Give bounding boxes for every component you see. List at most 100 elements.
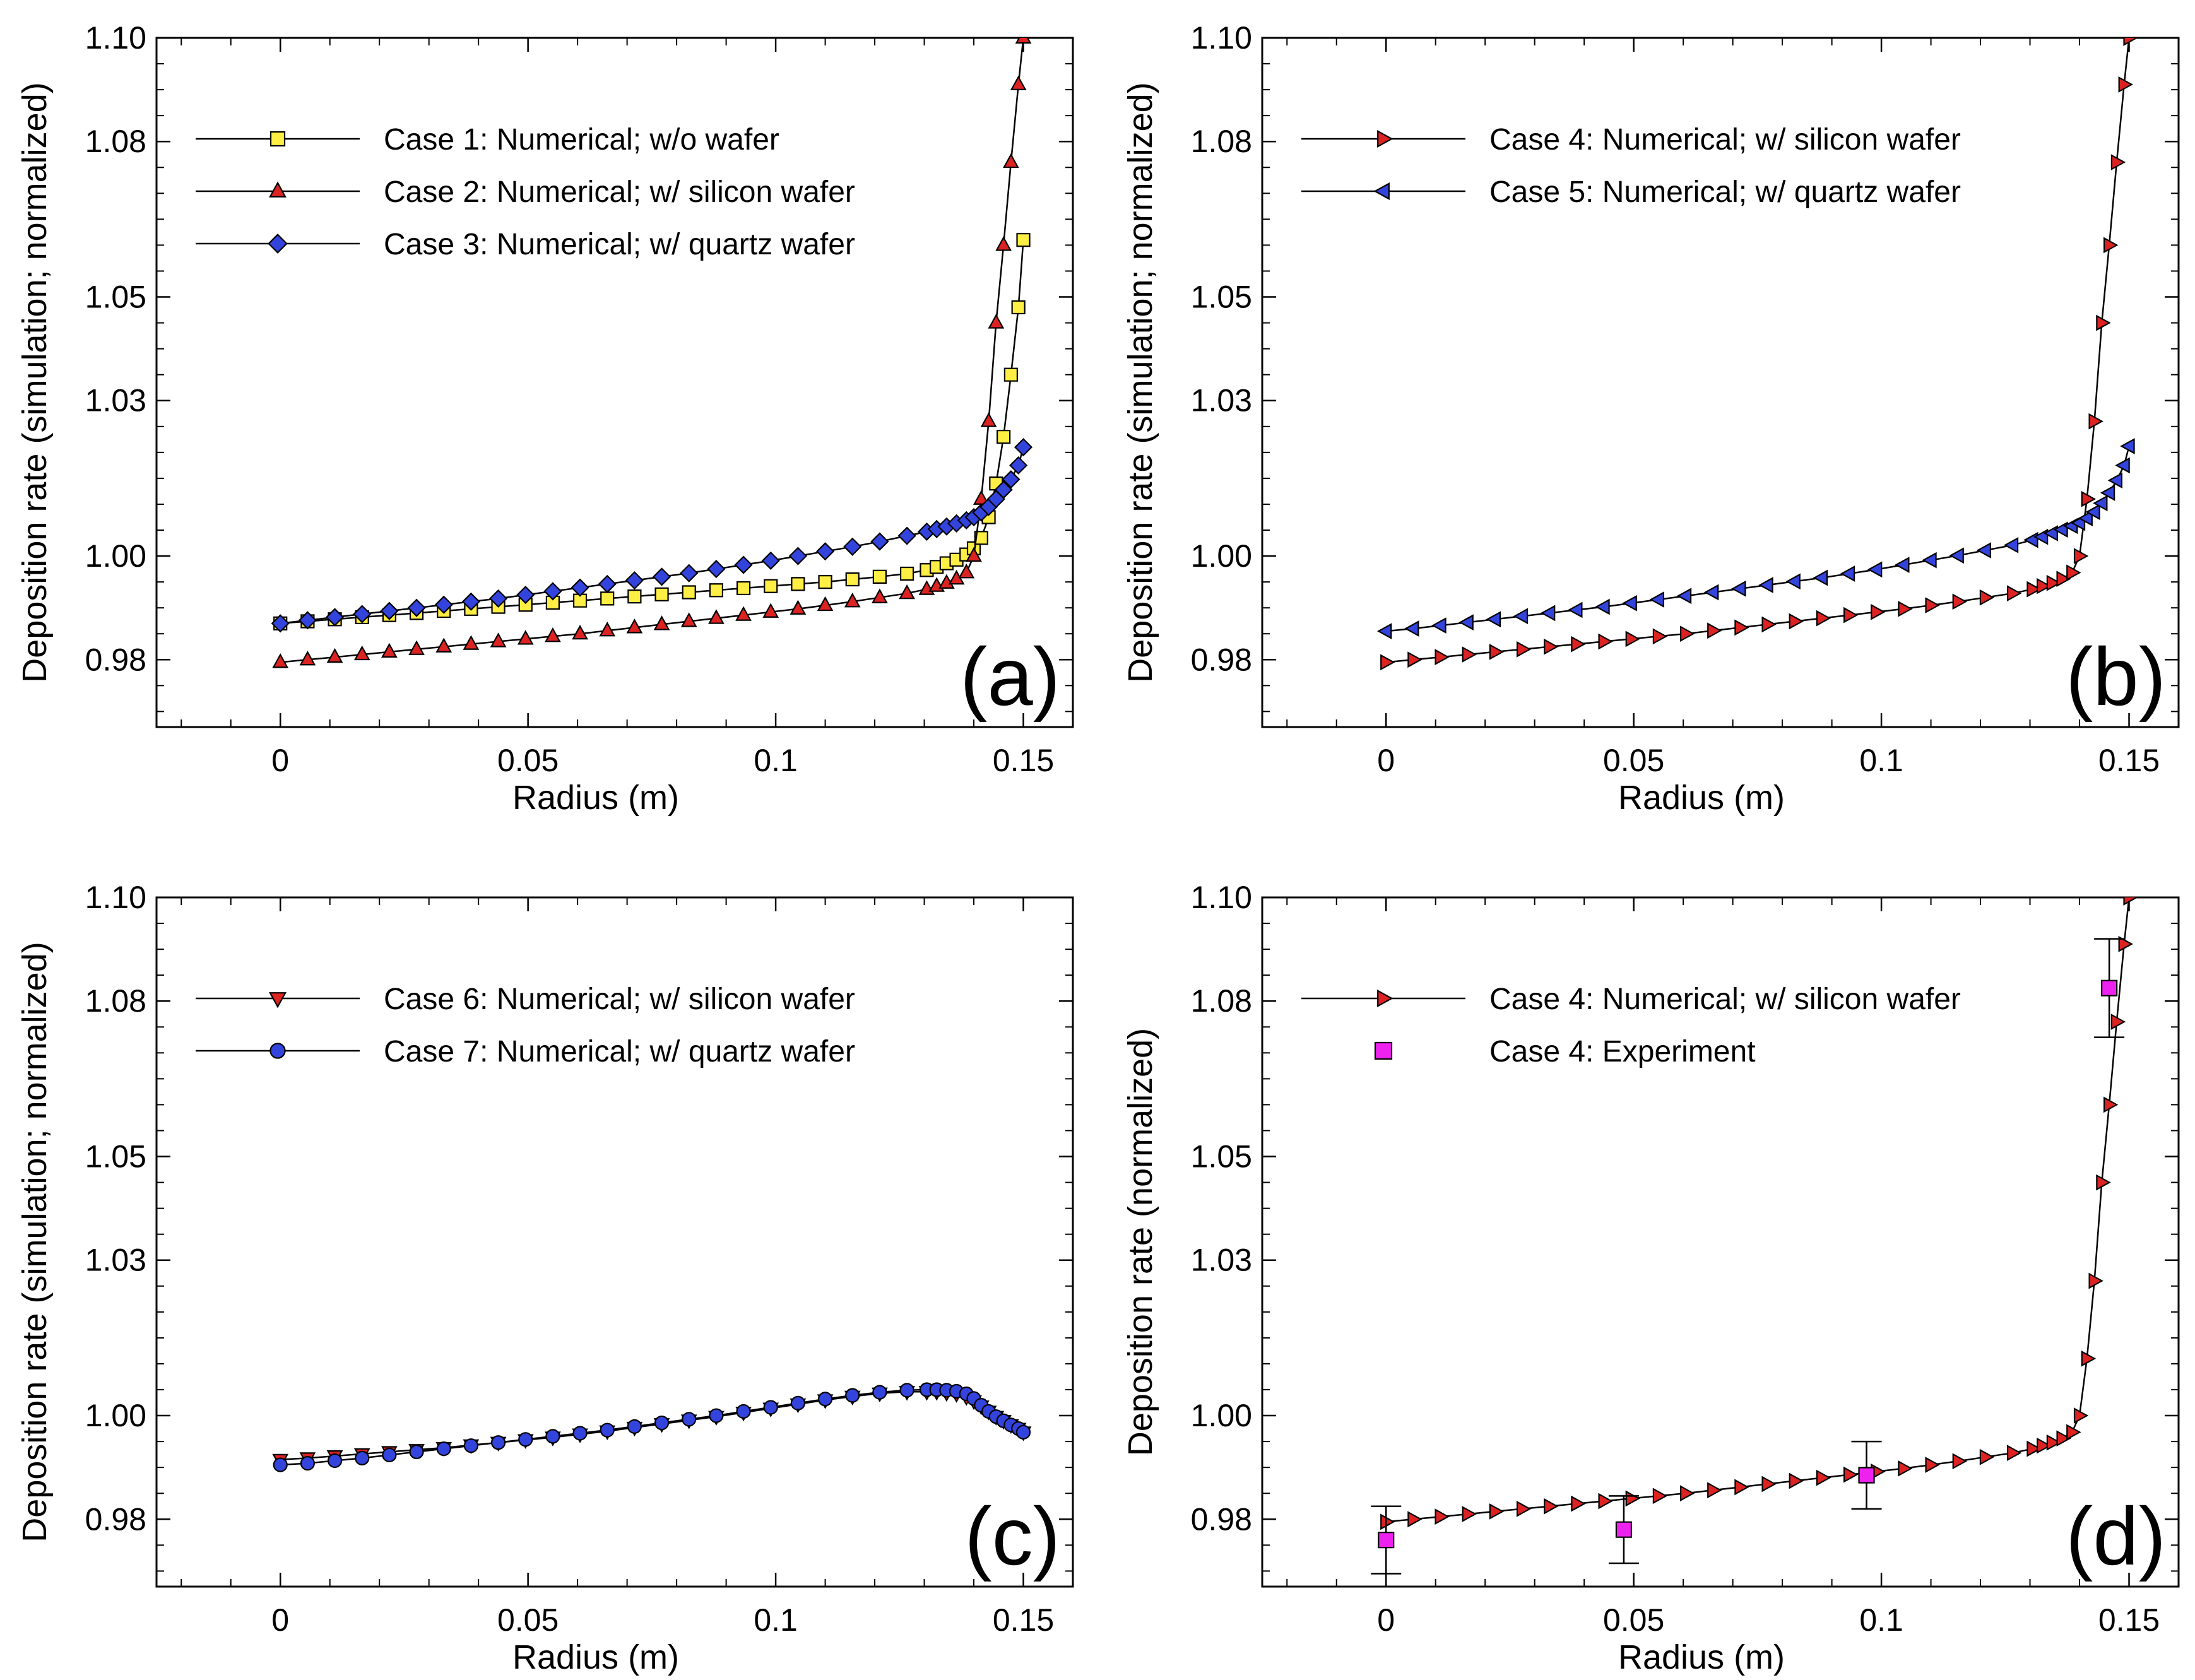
plot-area [1371, 897, 2138, 1575]
data-point [545, 627, 561, 642]
data-point [870, 532, 889, 551]
data-point [409, 1444, 424, 1460]
data-point [1513, 608, 1529, 625]
data-point [2073, 548, 2089, 564]
data-point [654, 587, 669, 601]
data-point [788, 547, 807, 565]
series-2 [1376, 438, 2135, 639]
legend-marker [269, 131, 286, 147]
data-point [1625, 1490, 1641, 1507]
series-1 [273, 233, 1031, 630]
data-point [353, 645, 370, 661]
data-point [1598, 633, 1613, 650]
chart-panel-4: 0 0.05 0.1 0.15 0.98 1.00 1.03 1.05 1.08 1.10 Radi… [1121, 880, 2180, 1676]
data-point [816, 542, 835, 561]
legend-label: Case 6: Numerical; w/ silicon wafer [384, 983, 855, 1016]
x-tick-label: 0.05 [1603, 1602, 1664, 1638]
data-point [682, 585, 696, 600]
legend-marker [1377, 130, 1393, 148]
data-point [2026, 1440, 2042, 1457]
legend-label: Case 3: Numerical; w/ quartz wafer [384, 228, 855, 261]
data-point [1679, 1485, 1695, 1502]
data-point [1003, 153, 1019, 169]
data-point [790, 600, 807, 615]
data-point [490, 632, 507, 648]
data-point [2037, 1437, 2052, 1454]
data-point [627, 1419, 642, 1434]
data-point [653, 567, 672, 586]
data-point [1898, 1460, 1913, 1477]
data-point [2096, 1174, 2111, 1191]
data-point [1598, 1493, 1613, 1510]
data-point [1871, 603, 1886, 620]
legend-label: Case 4: Numerical; w/ silicon wafer [1489, 983, 1961, 1016]
data-point [980, 412, 997, 427]
data-point [1002, 470, 1021, 489]
data-point [1622, 595, 1637, 612]
y-tick-label: 1.05 [85, 280, 146, 315]
data-point [1979, 589, 1995, 606]
data-point [1949, 547, 1964, 564]
data-point [572, 624, 588, 640]
data-point [325, 608, 345, 627]
data-point [764, 579, 778, 593]
data-point [1516, 641, 1532, 658]
data-point [2037, 577, 2052, 595]
data-point [709, 583, 723, 598]
data-point [845, 572, 860, 587]
data-point [1979, 1448, 1995, 1465]
data-point [1649, 591, 1664, 608]
y-tick-label: 1.05 [1191, 1139, 1252, 1174]
plot-frame [1261, 37, 2180, 728]
x-axis-title: Radius (m) [512, 1638, 679, 1676]
data-point [899, 566, 914, 581]
plot-area [1376, 38, 2138, 671]
data-point [518, 1432, 533, 1447]
legend-label: Case 7: Numerical; w/ quartz wafer [384, 1035, 855, 1068]
data-point [2023, 531, 2038, 548]
data-point [461, 592, 480, 611]
data-point [2120, 438, 2135, 454]
x-tick-label: 0.15 [993, 1602, 1054, 1638]
series-2 [272, 38, 1032, 668]
data-point [1789, 1472, 1804, 1489]
data-point [2088, 1272, 2103, 1289]
y-tick-label: 1.10 [85, 20, 146, 56]
data-point [545, 1429, 560, 1444]
data-point [899, 1383, 914, 1398]
data-point [436, 1441, 451, 1457]
series-line [280, 240, 1024, 625]
data-point [1843, 606, 1859, 624]
data-point [2066, 1424, 2081, 1441]
y-tick-label: 1.10 [1191, 20, 1252, 56]
data-point [1952, 1453, 1968, 1470]
x-tick-label: 0.1 [1859, 743, 1903, 778]
x-tick-label: 0 [1377, 743, 1395, 778]
data-point [1789, 613, 1804, 630]
plot-area [272, 1382, 1032, 1472]
data-point [709, 1408, 724, 1423]
data-point [763, 1400, 778, 1415]
y-axis-title: Deposition rate (simulation; normalized) [1121, 82, 1159, 682]
plot-frame [155, 37, 1074, 728]
legend-label: Case 5: Numerical; w/ quartz wafer [1489, 175, 1961, 209]
data-point [1376, 623, 1392, 639]
legend: Case 6: Numerical; w/ silicon wafer Case … [196, 983, 855, 1068]
data-point [2100, 485, 2115, 501]
data-point [2103, 1096, 2119, 1113]
data-point [974, 531, 988, 545]
data-point [1014, 438, 1033, 457]
data-point [380, 601, 399, 620]
data-point [1009, 456, 1028, 475]
x-tick-label: 0.1 [754, 743, 798, 778]
data-point [1407, 651, 1423, 668]
data-point [489, 589, 508, 608]
data-point [2123, 897, 2138, 906]
data-point [2085, 504, 2100, 521]
y-tick-label: 1.08 [1191, 124, 1252, 159]
data-point [872, 588, 888, 603]
data-point [2110, 154, 2126, 170]
panel-label: (c) [964, 1490, 1060, 1582]
data-point [2006, 585, 2022, 602]
data-point [1816, 610, 1831, 627]
